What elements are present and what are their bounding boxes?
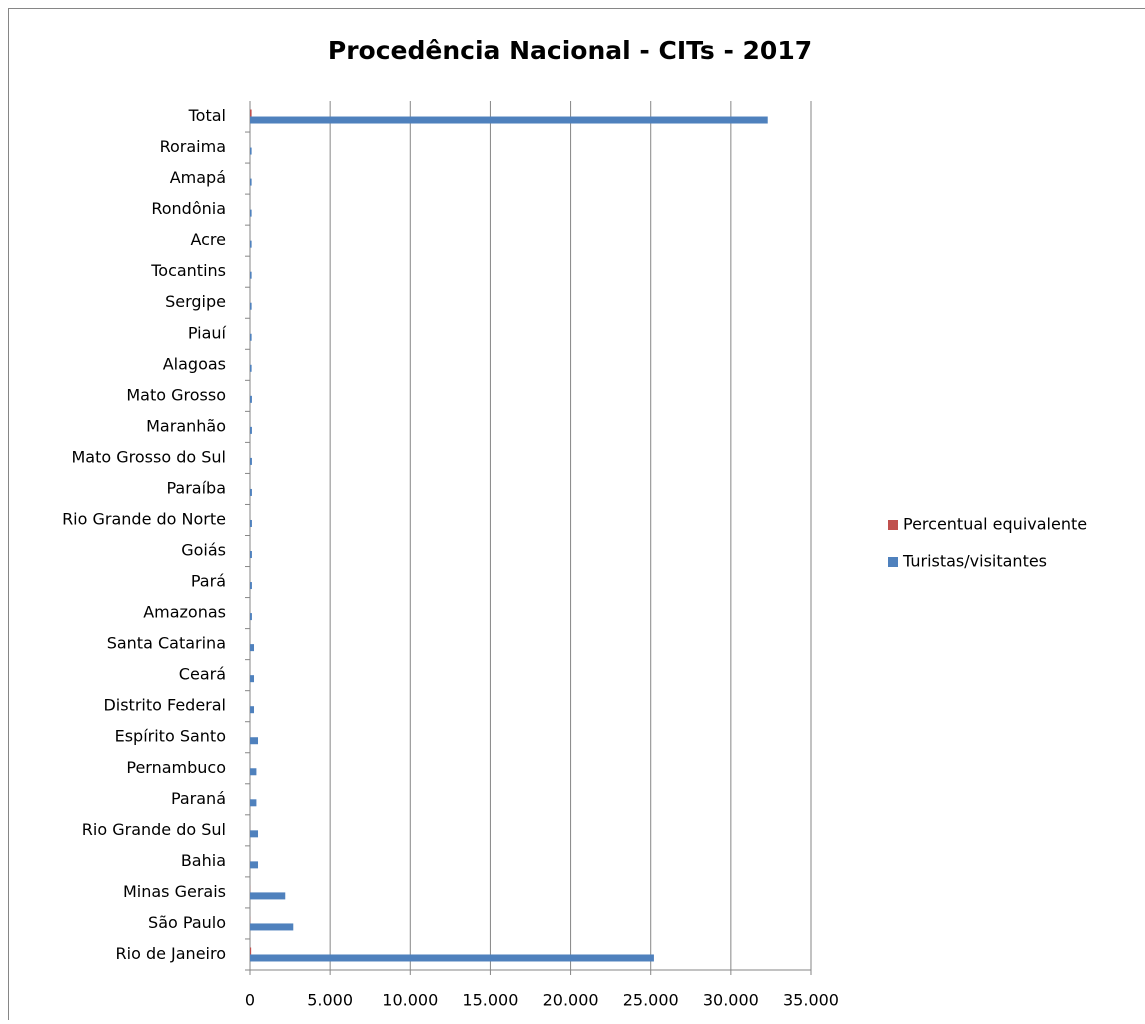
y-tick-label: Rio Grande do Norte — [62, 509, 226, 528]
bar — [250, 706, 254, 713]
x-tick-label: 30.000 — [703, 991, 759, 1010]
bar — [250, 210, 252, 217]
y-tick-label: Maranhão — [146, 416, 226, 435]
x-tick-label: 10.000 — [382, 991, 438, 1010]
y-tick-label: Goiás — [181, 541, 226, 560]
legend-label: Turistas/visitantes — [902, 552, 1047, 571]
y-tick-label: Bahia — [181, 851, 226, 870]
y-tick-label: Minas Gerais — [123, 882, 226, 901]
y-tick-label: Amazonas — [143, 603, 226, 622]
x-tick-label: 15.000 — [462, 991, 518, 1010]
bar — [250, 768, 256, 775]
bar — [250, 520, 252, 527]
y-tick-label: Mato Grosso — [126, 385, 226, 404]
y-tick-label: Amapá — [170, 168, 226, 187]
y-tick-label: Pernambuco — [126, 758, 226, 777]
y-tick-label: Sergipe — [165, 292, 226, 311]
bar — [250, 644, 254, 651]
y-tick-label: Ceará — [179, 665, 226, 684]
y-tick-label: Rio Grande do Sul — [82, 820, 226, 839]
bar — [250, 737, 258, 744]
bar — [250, 272, 252, 279]
chart-title: Procedência Nacional - CITs - 2017 — [328, 36, 812, 65]
y-tick-label: Tocantins — [150, 261, 226, 280]
bar — [250, 396, 252, 403]
x-tick-label: 0 — [245, 991, 255, 1010]
x-tick-label: 20.000 — [543, 991, 599, 1010]
bar — [250, 458, 252, 465]
y-tick-label: Pará — [191, 572, 226, 591]
y-tick-label: Distrito Federal — [103, 696, 226, 715]
bar — [250, 334, 252, 341]
y-tick-label: Espírito Santo — [115, 727, 226, 746]
y-tick-label: Santa Catarina — [107, 634, 226, 653]
bar — [250, 954, 654, 961]
bar — [250, 830, 258, 837]
y-tick-label: Paraíba — [166, 478, 226, 497]
bar — [250, 179, 252, 186]
bar — [250, 427, 252, 434]
legend-label: Percentual equivalente — [903, 515, 1087, 534]
bar — [250, 892, 285, 899]
bar — [250, 489, 252, 496]
bar — [250, 110, 252, 117]
legend-swatch — [888, 520, 898, 530]
y-tick-label: Roraima — [160, 137, 226, 156]
bar — [250, 551, 252, 558]
bar — [250, 148, 252, 155]
y-tick-label: Acre — [190, 230, 226, 249]
bar — [250, 799, 256, 806]
legend-swatch — [888, 557, 898, 567]
bar — [250, 582, 252, 589]
x-tick-label: 25.000 — [623, 991, 679, 1010]
y-tick-label: Piauí — [188, 323, 227, 342]
y-tick-label: Alagoas — [163, 354, 226, 373]
y-tick-label: Rio de Janeiro — [116, 944, 227, 963]
bar — [250, 861, 258, 868]
y-tick-label: Rondônia — [151, 199, 226, 218]
y-tick-label: Total — [188, 106, 226, 125]
bar — [250, 923, 293, 930]
x-tick-label: 5.000 — [307, 991, 353, 1010]
x-tick-label: 35.000 — [783, 991, 839, 1010]
y-tick-label: Paraná — [171, 789, 226, 808]
bar — [250, 613, 252, 620]
bar — [250, 365, 252, 372]
bar — [250, 675, 254, 682]
y-tick-label: Mato Grosso do Sul — [72, 447, 227, 466]
bar — [250, 117, 768, 124]
bar — [250, 947, 251, 954]
bar — [250, 303, 252, 310]
y-tick-label: São Paulo — [148, 913, 226, 932]
bar — [250, 241, 252, 248]
